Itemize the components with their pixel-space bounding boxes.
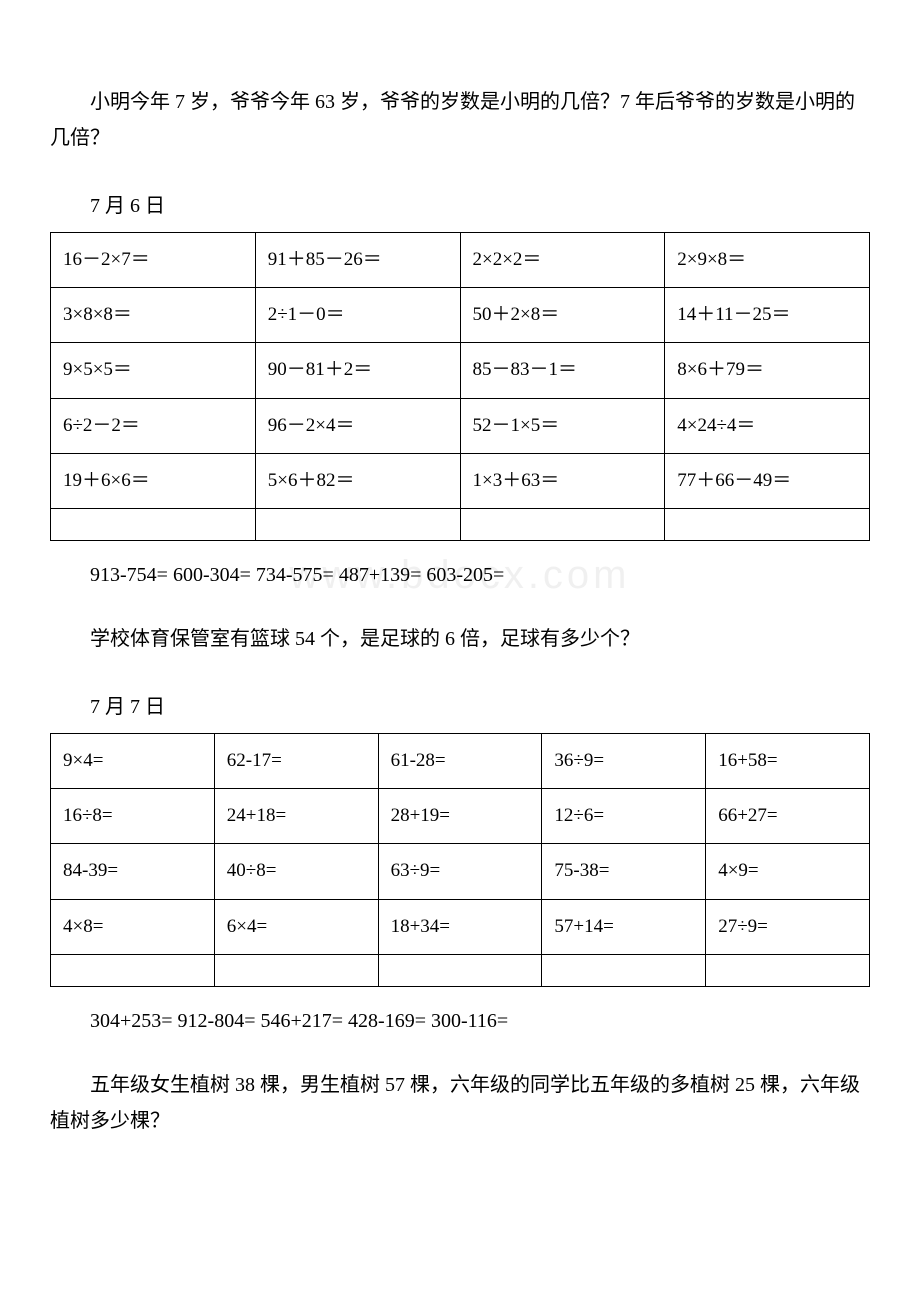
table-cell: 2÷1－0＝ [255,288,460,343]
table-cell: 4×24÷4＝ [665,398,870,453]
table-cell: 96－2×4＝ [255,398,460,453]
table-cell [378,954,542,986]
math-table-1: 16－2×7＝ 91＋85－26＝ 2×2×2＝ 2×9×8＝ 3×8×8＝ 2… [50,232,870,541]
table-cell: 40÷8= [214,844,378,899]
table-cell: 6×4= [214,899,378,954]
table-cell [51,508,256,540]
table-cell [214,954,378,986]
table-cell: 6÷2－2＝ [51,398,256,453]
table-row: 4×8= 6×4= 18+34= 57+14= 27÷9= [51,899,870,954]
table-cell [460,508,665,540]
table-cell: 16+58= [706,733,870,788]
table-cell [542,954,706,986]
table-cell: 16－2×7＝ [51,233,256,288]
table-cell: 2×2×2＝ [460,233,665,288]
word-problem-1: 学校体育保管室有篮球 54 个，是足球的 6 倍，足球有多少个？ [50,621,870,657]
math-table-2: 9×4= 62-17= 61-28= 36÷9= 16+58= 16÷8= 24… [50,733,870,987]
table-cell: 52－1×5＝ [460,398,665,453]
table-cell: 4×8= [51,899,215,954]
table-cell: 3×8×8＝ [51,288,256,343]
table-cell: 8×6＋79＝ [665,343,870,398]
table-row: 9×4= 62-17= 61-28= 36÷9= 16+58= [51,733,870,788]
table-row: 19＋6×6＝ 5×6＋82＝ 1×3＋63＝ 77＋66－49＝ [51,453,870,508]
table-row: 16－2×7＝ 91＋85－26＝ 2×2×2＝ 2×9×8＝ [51,233,870,288]
table-row [51,508,870,540]
table-cell: 57+14= [542,899,706,954]
table-cell: 14＋11－25＝ [665,288,870,343]
table-cell: 18+34= [378,899,542,954]
table-cell: 50＋2×8＝ [460,288,665,343]
table-cell: 27÷9= [706,899,870,954]
table-row [51,954,870,986]
equation-line-2: 304+253= 912-804= 546+217= 428-169= 300-… [50,1003,870,1039]
table-cell: 9×4= [51,733,215,788]
table-cell: 61-28= [378,733,542,788]
table-cell: 2×9×8＝ [665,233,870,288]
table-cell: 75-38= [542,844,706,899]
table-cell: 28+19= [378,789,542,844]
date-heading-2: 7 月 7 日 [50,689,870,725]
table-cell: 12÷6= [542,789,706,844]
table-cell [51,954,215,986]
table-cell: 90－81＋2＝ [255,343,460,398]
date-heading-1: 7 月 6 日 [50,188,870,224]
table-cell: 63÷9= [378,844,542,899]
table-cell [255,508,460,540]
table-cell: 85－83－1＝ [460,343,665,398]
table-cell: 66+27= [706,789,870,844]
table-cell: 9×5×5＝ [51,343,256,398]
word-problem-2: 五年级女生植树 38 棵，男生植树 57 棵，六年级的同学比五年级的多植树 25… [50,1067,870,1139]
table-row: 84-39= 40÷8= 63÷9= 75-38= 4×9= [51,844,870,899]
table-cell: 36÷9= [542,733,706,788]
table-cell: 77＋66－49＝ [665,453,870,508]
table-cell: 84-39= [51,844,215,899]
table-cell: 91＋85－26＝ [255,233,460,288]
equation-line-1: 913-754= 600-304= 734-575= 487+139= 603-… [50,557,870,593]
table-cell: 24+18= [214,789,378,844]
table-row: 6÷2－2＝ 96－2×4＝ 52－1×5＝ 4×24÷4＝ [51,398,870,453]
table-row: 3×8×8＝ 2÷1－0＝ 50＋2×8＝ 14＋11－25＝ [51,288,870,343]
intro-paragraph: 小明今年 7 岁，爷爷今年 63 岁，爷爷的岁数是小明的几倍？7 年后爷爷的岁数… [50,84,870,156]
table-cell: 19＋6×6＝ [51,453,256,508]
table-row: 9×5×5＝ 90－81＋2＝ 85－83－1＝ 8×6＋79＝ [51,343,870,398]
table-cell [706,954,870,986]
table-row: 16÷8= 24+18= 28+19= 12÷6= 66+27= [51,789,870,844]
table-cell: 5×6＋82＝ [255,453,460,508]
table-cell: 62-17= [214,733,378,788]
table-cell: 1×3＋63＝ [460,453,665,508]
table-cell: 4×9= [706,844,870,899]
table-cell: 16÷8= [51,789,215,844]
table-cell [665,508,870,540]
